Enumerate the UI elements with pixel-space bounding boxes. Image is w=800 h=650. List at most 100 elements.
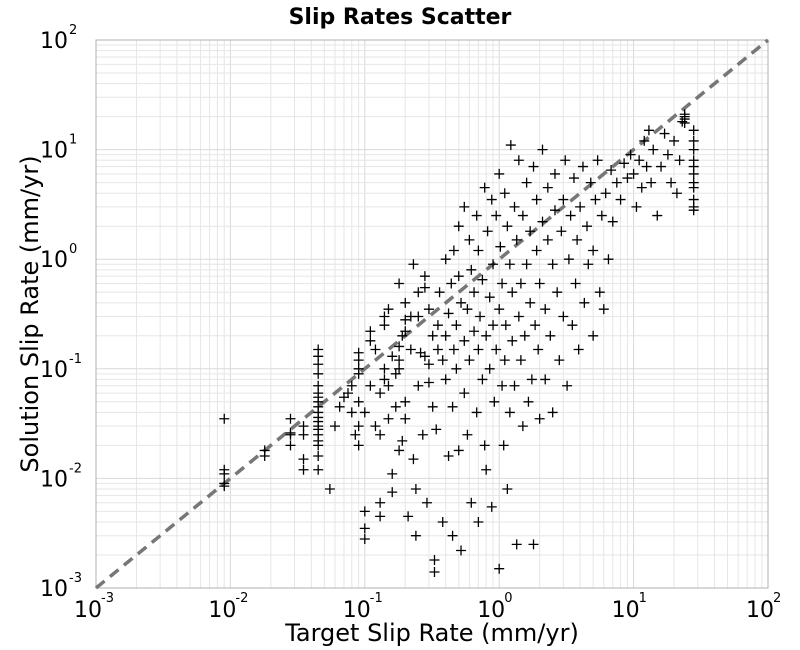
data-point bbox=[628, 168, 639, 179]
x-tick-label: 10 -3 bbox=[74, 591, 114, 623]
data-point bbox=[481, 464, 492, 475]
data-point bbox=[482, 226, 493, 237]
data-point bbox=[585, 177, 596, 188]
data-point bbox=[462, 304, 473, 315]
data-point bbox=[408, 259, 419, 270]
x-tick-exponent: -3 bbox=[101, 591, 114, 606]
data-point bbox=[504, 259, 515, 270]
data-point bbox=[588, 330, 599, 341]
data-point bbox=[324, 484, 335, 495]
data-point bbox=[431, 424, 442, 435]
data-point bbox=[353, 347, 364, 358]
data-point bbox=[453, 445, 464, 456]
data-point bbox=[440, 330, 451, 341]
y-tick-base: 10 bbox=[40, 577, 68, 602]
data-point bbox=[346, 380, 357, 391]
data-point bbox=[219, 478, 230, 489]
data-point bbox=[563, 254, 574, 265]
data-point bbox=[560, 155, 571, 166]
data-point bbox=[511, 234, 522, 245]
data-point bbox=[285, 427, 296, 438]
data-point bbox=[334, 401, 345, 412]
data-point bbox=[285, 440, 296, 451]
y-tick-label: 10 2 bbox=[40, 23, 77, 54]
data-point bbox=[410, 484, 421, 495]
data-point bbox=[600, 188, 611, 199]
data-point bbox=[419, 282, 430, 293]
data-point bbox=[359, 533, 370, 544]
data-point bbox=[447, 401, 458, 412]
y-tick-label: 10 -3 bbox=[40, 571, 82, 602]
data-point bbox=[688, 161, 699, 172]
data-point bbox=[517, 421, 528, 432]
data-point bbox=[451, 363, 462, 374]
data-point bbox=[313, 380, 324, 391]
data-point bbox=[383, 380, 394, 391]
data-point bbox=[459, 335, 470, 346]
data-point bbox=[484, 363, 495, 374]
data-point bbox=[509, 201, 520, 212]
data-point bbox=[688, 201, 699, 212]
data-point bbox=[473, 344, 484, 355]
x-tick-label: 10 0 bbox=[477, 591, 512, 623]
data-point bbox=[558, 194, 569, 205]
data-point bbox=[400, 326, 411, 337]
data-point bbox=[533, 344, 544, 355]
y-tick-base: 10 bbox=[40, 358, 68, 383]
data-point bbox=[350, 429, 361, 440]
data-point bbox=[545, 330, 556, 341]
y-tick-exponent: -3 bbox=[69, 571, 82, 586]
data-point bbox=[688, 135, 699, 146]
data-point bbox=[413, 287, 424, 298]
data-point bbox=[387, 487, 398, 498]
data-point bbox=[397, 435, 408, 446]
y-tick-base: 10 bbox=[40, 29, 68, 54]
data-point bbox=[634, 155, 645, 166]
data-point bbox=[298, 421, 309, 432]
x-tick-exponent: -1 bbox=[370, 591, 383, 606]
data-point bbox=[596, 210, 607, 221]
data-point bbox=[484, 292, 495, 303]
data-point bbox=[443, 451, 454, 462]
data-point bbox=[427, 330, 438, 341]
data-point bbox=[429, 555, 440, 566]
x-tick-base: 10 bbox=[477, 598, 505, 623]
data-point bbox=[643, 125, 654, 136]
data-point bbox=[679, 117, 690, 128]
x-axis-label: Target Slip Rate (mm/yr) bbox=[284, 619, 579, 647]
data-point bbox=[394, 278, 405, 289]
data-point bbox=[298, 464, 309, 475]
data-point bbox=[473, 517, 484, 528]
data-point bbox=[507, 287, 518, 298]
data-point bbox=[353, 368, 364, 379]
data-point bbox=[365, 335, 376, 346]
data-point bbox=[590, 194, 601, 205]
data-point bbox=[540, 374, 551, 385]
data-point bbox=[375, 429, 386, 440]
data-point bbox=[488, 259, 499, 270]
y-tick-exponent: 2 bbox=[69, 23, 77, 38]
data-point bbox=[413, 311, 424, 322]
data-point bbox=[547, 259, 558, 270]
data-point bbox=[509, 380, 520, 391]
data-point bbox=[537, 216, 548, 227]
data-point bbox=[547, 407, 558, 418]
data-point bbox=[259, 445, 270, 456]
data-point bbox=[486, 501, 497, 512]
data-point bbox=[466, 264, 477, 275]
data-point bbox=[565, 210, 576, 221]
data-point bbox=[641, 161, 652, 172]
data-point bbox=[394, 363, 405, 374]
data-point bbox=[353, 396, 364, 407]
data-point bbox=[400, 314, 411, 325]
data-point bbox=[400, 297, 411, 308]
data-point bbox=[521, 177, 532, 188]
data-point bbox=[313, 368, 324, 379]
data-point bbox=[359, 506, 370, 517]
data-point bbox=[446, 278, 457, 289]
data-point bbox=[419, 351, 430, 362]
data-point bbox=[471, 407, 482, 418]
data-point bbox=[552, 287, 563, 298]
